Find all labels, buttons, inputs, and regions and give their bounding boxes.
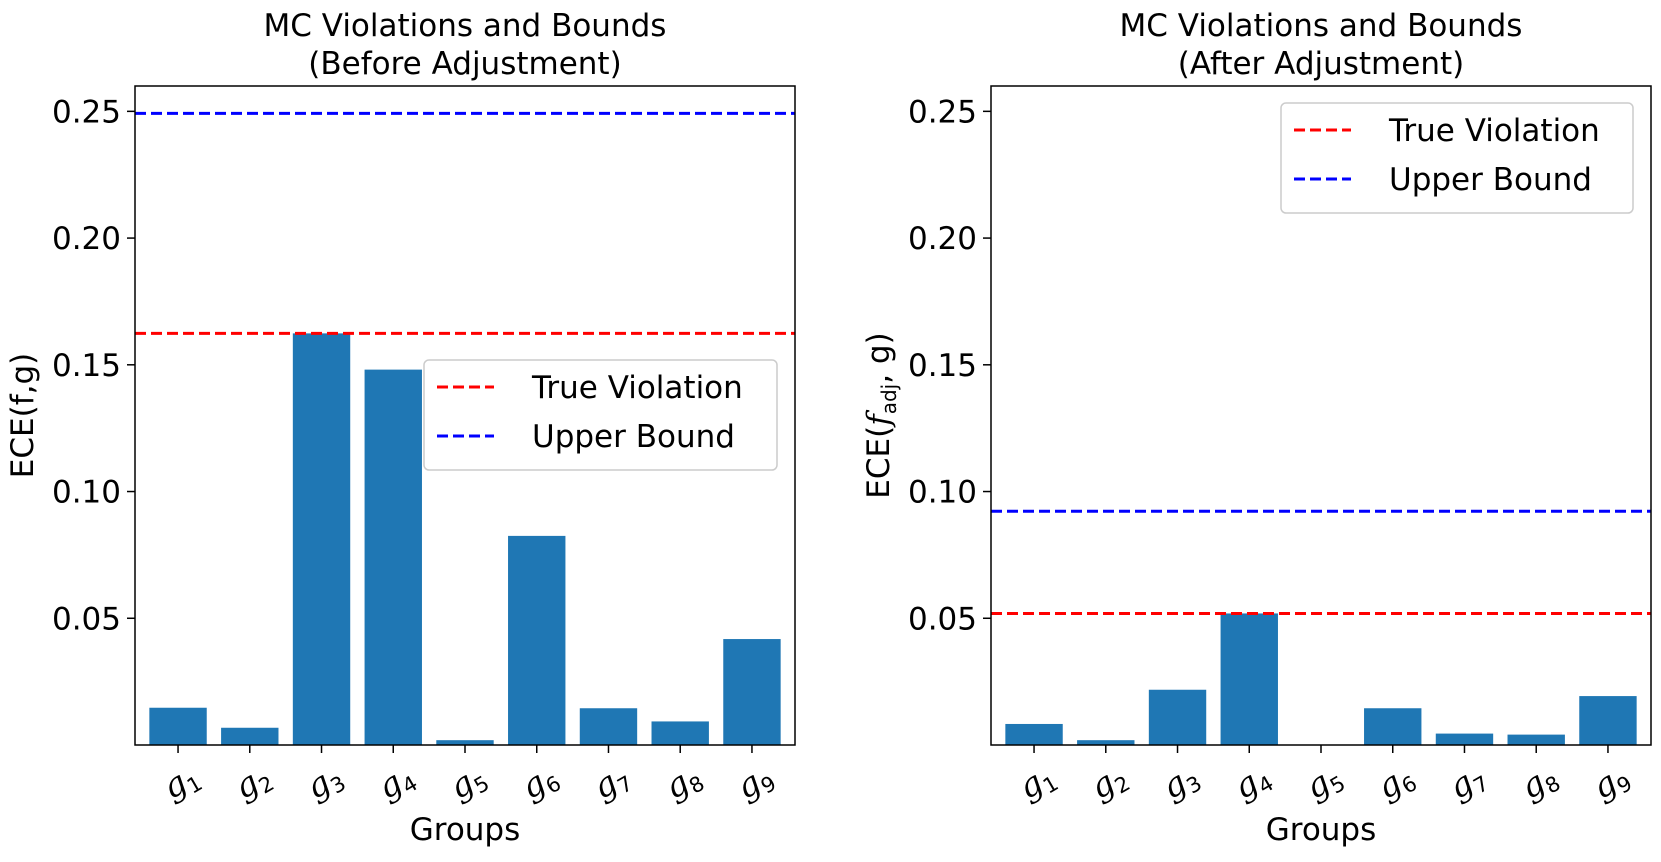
x-tick-label-g7: g7 — [1442, 756, 1493, 810]
legend-label-true-violation: True Violation — [1388, 113, 1600, 149]
chart-title-line2: (Before Adjustment) — [308, 46, 621, 82]
x-tick-label-g9: g9 — [1586, 756, 1637, 810]
x-tick-label-g1: g1 — [156, 756, 207, 810]
bar-g4 — [1220, 613, 1278, 745]
y-tick-label: 0.10 — [908, 475, 977, 511]
x-tick-label-g5: g5 — [1299, 756, 1350, 810]
legend-label-true-violation: True Violation — [531, 370, 743, 406]
legend: True Violation Upper Bound — [423, 359, 778, 471]
x-tick-label-g4: g4 — [1227, 756, 1278, 810]
bar-g8 — [651, 721, 709, 745]
x-axis-label: Groups — [410, 812, 521, 848]
legend-label-upper-bound: Upper Bound — [1389, 162, 1592, 198]
x-tick-label-g4: g4 — [371, 756, 422, 810]
y-tick-label: 0.25 — [908, 94, 977, 130]
legend-box — [1280, 102, 1634, 214]
x-tick-label-g6: g6 — [1370, 756, 1421, 810]
y-tick-label: 0.05 — [908, 601, 977, 637]
chart-title-line1: MC Violations and Bounds — [264, 8, 667, 44]
y-tick-label: 0.15 — [52, 348, 121, 384]
y-tick-label: 0.10 — [52, 475, 121, 511]
x-tick-label-g8: g8 — [1514, 756, 1565, 810]
x-tick-label-g5: g5 — [443, 756, 494, 810]
bar-g3 — [292, 333, 351, 745]
x-tick-label-g2: g2 — [1083, 756, 1134, 810]
legend-label-upper-bound: Upper Bound — [532, 419, 735, 455]
bar-g6 — [1364, 708, 1422, 745]
y-axis-label: ECE(fadj, g) — [861, 332, 901, 498]
bar-g3 — [1148, 689, 1207, 745]
chart-title-line2: (After Adjustment) — [1178, 46, 1464, 82]
bar-g5 — [436, 740, 494, 745]
x-tick-label-g1: g1 — [1012, 756, 1063, 810]
x-tick-label-g7: g7 — [586, 756, 637, 810]
chart-panel-2: MC Violations and Bounds(After Adjustmen… — [861, 8, 1652, 848]
bar-g9 — [723, 639, 781, 745]
x-axis-label: Groups — [1266, 812, 1377, 848]
x-tick-label-g3: g3 — [299, 756, 350, 810]
y-tick-label: 0.25 — [52, 94, 121, 130]
chart-title-line1: MC Violations and Bounds — [1120, 8, 1523, 44]
x-tick-label-g6: g6 — [514, 756, 565, 810]
bar-g1 — [149, 707, 207, 745]
y-tick-label: 0.15 — [908, 348, 977, 384]
bar-g2 — [221, 727, 279, 745]
bar-g1 — [1005, 723, 1063, 745]
bar-g8 — [1507, 734, 1565, 745]
x-tick-label-g9: g9 — [730, 756, 781, 810]
x-tick-label-g2: g2 — [227, 756, 278, 810]
y-tick-label: 0.05 — [52, 601, 121, 637]
bar-g7 — [579, 708, 638, 745]
bar-g6 — [508, 535, 566, 745]
y-axis-label: ECE(f,g) — [5, 353, 41, 478]
x-tick-label-g8: g8 — [658, 756, 709, 810]
bar-g2 — [1077, 740, 1135, 745]
legend: True Violation Upper Bound — [1280, 102, 1634, 214]
x-tick-label-g3: g3 — [1155, 756, 1206, 810]
y-tick-label: 0.20 — [52, 221, 121, 257]
chart-panel-1: MC Violations and Bounds(Before Adjustme… — [5, 8, 796, 848]
bar-g9 — [1579, 696, 1637, 745]
bar-g7 — [1435, 733, 1494, 745]
bar-g4 — [364, 369, 422, 745]
y-tick-label: 0.20 — [908, 221, 977, 257]
legend-box — [423, 359, 778, 471]
